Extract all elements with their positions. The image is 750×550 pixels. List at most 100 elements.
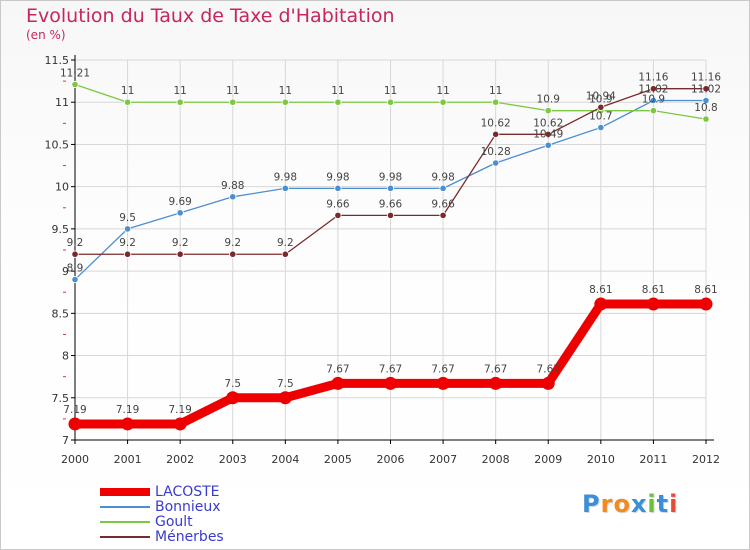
data-label-menerbes: 9.2 <box>172 237 189 249</box>
legend-label-goult: Goult <box>155 514 193 530</box>
x-tick-label: 2004 <box>271 453 299 466</box>
x-tick-label: 2008 <box>482 453 510 466</box>
x-tick-label: 2007 <box>429 453 457 466</box>
data-label-bonnieux: 8.9 <box>67 263 84 275</box>
data-point-goult <box>334 98 342 106</box>
data-label-lacoste: 7.5 <box>277 378 294 390</box>
data-point-lacoste <box>646 297 660 311</box>
data-label-lacoste: 8.61 <box>589 284 612 296</box>
data-label-menerbes: 10.62 <box>481 117 511 129</box>
data-point-goult <box>123 98 132 106</box>
data-label-bonnieux: 9.98 <box>379 171 402 183</box>
data-label-bonnieux: 9.98 <box>431 171 454 183</box>
data-point-lacoste <box>331 376 345 390</box>
proxiti-logo: Proxiti <box>582 490 679 518</box>
legend-swatch-lacoste <box>100 488 150 496</box>
data-label-goult: 11 <box>436 85 449 97</box>
y-tick-label: 10.5 <box>45 138 70 151</box>
axis-layer: 7 7.5 8 8.5 9 9.5 10 10.5 11 11.5 2000 2001 2002 2003… <box>45 54 721 466</box>
legend-swatch-menerbes <box>100 536 150 538</box>
x-tick-label: 2010 <box>587 453 615 466</box>
data-label-goult: 11 <box>226 85 239 97</box>
data-point-menerbes <box>334 211 342 219</box>
x-tick-label: 2009 <box>534 453 562 466</box>
data-point-menerbes <box>492 130 500 138</box>
x-tick-label: 2000 <box>61 453 89 466</box>
data-label-menerbes: 9.2 <box>119 237 136 249</box>
data-point-menerbes <box>597 103 605 111</box>
data-label-bonnieux: 9.69 <box>168 196 191 208</box>
data-point-lacoste <box>489 376 503 390</box>
data-point-goult <box>386 98 395 106</box>
data-label-goult: 11 <box>121 85 134 97</box>
y-tick-label: 8 <box>62 350 69 363</box>
data-point-menerbes <box>176 250 184 258</box>
y-tick-label: 7.5 <box>52 392 70 405</box>
data-point-goult <box>702 115 710 123</box>
data-label-lacoste: 7.5 <box>224 378 241 390</box>
legend-label-lacoste: LACOSTE <box>155 484 220 500</box>
data-label-bonnieux: 10.49 <box>533 128 563 140</box>
data-label-lacoste: 7.19 <box>63 404 86 416</box>
data-label-lacoste: 7.67 <box>379 363 402 375</box>
data-point-bonnieux <box>281 184 289 192</box>
data-label-menerbes: 9.66 <box>431 198 455 210</box>
series-layer <box>68 80 713 431</box>
data-point-goult <box>176 98 184 106</box>
chart-title: Evolution du Taux de Taxe d'Habitation <box>26 5 395 27</box>
data-point-lacoste <box>594 297 608 311</box>
data-label-goult: 11 <box>384 85 397 97</box>
x-tick-label: 2011 <box>639 453 667 466</box>
data-point-lacoste <box>541 376 555 390</box>
data-label-lacoste: 7.67 <box>431 363 454 375</box>
chart-subtitle: (en %) <box>26 28 66 42</box>
data-label-bonnieux: 11.02 <box>691 84 721 96</box>
data-label-goult: 10.9 <box>642 94 665 106</box>
y-tick-label: 9.5 <box>52 223 70 236</box>
y-tick-label: 11 <box>55 96 69 109</box>
data-point-bonnieux <box>649 96 658 105</box>
data-point-menerbes <box>702 85 710 93</box>
x-tick-label: 2005 <box>324 453 352 466</box>
data-point-bonnieux <box>702 96 710 105</box>
x-tick-label: 2006 <box>377 453 405 466</box>
data-point-lacoste <box>68 417 82 431</box>
data-point-bonnieux <box>334 184 342 192</box>
data-point-goult <box>281 98 289 106</box>
data-point-bonnieux <box>597 123 605 132</box>
y-tick-label: 8.5 <box>52 307 70 320</box>
data-point-menerbes <box>229 250 237 258</box>
data-label-lacoste: 7.19 <box>116 404 139 416</box>
data-label-goult: 10.9 <box>537 94 560 106</box>
data-point-lacoste <box>121 417 135 431</box>
data-label-lacoste: 7.67 <box>537 363 560 375</box>
data-point-bonnieux <box>71 275 79 284</box>
data-label-lacoste: 7.19 <box>168 404 191 416</box>
data-label-lacoste: 7.67 <box>484 363 507 375</box>
data-label-menerbes: 9.66 <box>379 198 403 210</box>
grid-layer <box>74 59 707 441</box>
data-label-bonnieux: 10.28 <box>481 146 511 158</box>
data-point-menerbes <box>386 211 395 219</box>
data-label-menerbes: 9.2 <box>67 237 84 249</box>
legend-label-bonnieux: Bonnieux <box>155 499 221 515</box>
data-point-bonnieux <box>386 184 395 192</box>
data-label-bonnieux: 9.98 <box>274 171 297 183</box>
data-label-bonnieux: 9.88 <box>221 180 244 192</box>
data-point-bonnieux <box>123 225 132 233</box>
data-point-menerbes <box>71 250 79 258</box>
y-tick-label: 9 <box>62 265 69 278</box>
data-label-goult: 11.21 <box>60 67 90 79</box>
data-label-bonnieux: 10.7 <box>589 111 612 123</box>
data-point-menerbes <box>439 211 447 219</box>
data-label-bonnieux: 9.98 <box>326 171 349 183</box>
legend-label-menerbes: Ménerbes <box>155 529 224 545</box>
data-point-goult <box>492 98 500 106</box>
data-label-goult: 11 <box>173 85 186 97</box>
data-label-menerbes: 9.2 <box>224 237 241 249</box>
data-point-lacoste <box>226 391 240 405</box>
data-point-goult <box>439 98 447 106</box>
data-label-goult: 10.9 <box>589 94 612 106</box>
